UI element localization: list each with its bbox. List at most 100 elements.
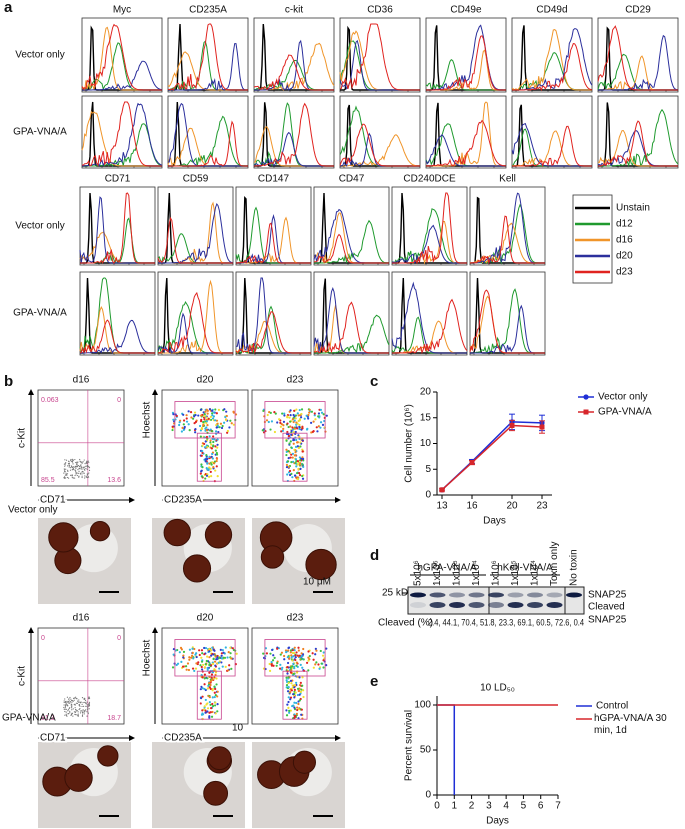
event-dot <box>83 710 85 712</box>
histogram-frame <box>469 271 546 356</box>
event-dot <box>289 696 293 699</box>
event-dot <box>291 665 294 668</box>
event-dot <box>75 697 78 700</box>
event-dot <box>207 468 210 472</box>
event-dot <box>81 470 84 473</box>
event-dot <box>88 466 90 468</box>
event-dot <box>77 469 79 471</box>
histogram-curve <box>469 192 545 264</box>
event-dot <box>208 455 211 458</box>
axis-label: CD71 <box>40 495 66 506</box>
y-tick-label: 0 <box>425 790 431 801</box>
event-dot <box>301 427 304 430</box>
group-label: hKell-VNA/A <box>497 563 553 574</box>
event-dot <box>308 408 311 411</box>
event-dot <box>74 465 77 467</box>
event-dot <box>77 713 79 715</box>
event-dot <box>290 429 293 433</box>
event-dot <box>192 657 195 660</box>
event-dot <box>64 701 66 704</box>
day-label: d23 <box>287 375 304 386</box>
legend-label: d12 <box>616 219 633 230</box>
event-dot <box>214 419 217 422</box>
event-dot <box>283 414 286 417</box>
event-dot <box>206 446 209 449</box>
event-dot <box>67 710 69 712</box>
event-dot <box>212 440 215 444</box>
event-dot <box>283 412 286 415</box>
event-dot <box>203 683 206 686</box>
event-dot <box>224 415 227 419</box>
histogram-curve <box>391 281 467 354</box>
event-dot <box>199 688 202 691</box>
event-dot <box>86 468 88 470</box>
event-dot <box>228 664 231 667</box>
cell <box>292 750 316 774</box>
event-dot <box>216 656 219 659</box>
group-label: hGPA-VNA/A <box>417 563 477 574</box>
event-dot <box>88 696 90 698</box>
event-dot <box>269 428 272 431</box>
event-dot <box>171 425 174 428</box>
event-dot <box>211 662 214 665</box>
event-dot <box>296 412 299 415</box>
event-dot <box>71 469 73 471</box>
event-dot <box>302 689 305 692</box>
event-dot <box>203 446 207 449</box>
quadrant-value: 13.6 <box>107 477 121 484</box>
event-dot <box>84 463 86 465</box>
event-dot <box>208 696 211 699</box>
x-tick-label: 2 <box>469 801 475 812</box>
day-label: d23 <box>287 613 304 624</box>
event-dot <box>67 477 70 479</box>
event-dot <box>282 424 285 427</box>
event-dot <box>294 715 297 718</box>
event-dot <box>301 439 304 442</box>
event-dot <box>292 469 295 472</box>
event-dot <box>190 416 193 419</box>
marker-title: CD47 <box>339 174 365 185</box>
event-dot <box>298 427 301 431</box>
histogram-curve <box>391 224 467 264</box>
event-dot <box>76 462 78 464</box>
event-dot <box>215 457 219 460</box>
event-dot <box>78 465 81 468</box>
event-dot <box>288 473 292 477</box>
event-dot <box>76 474 78 477</box>
event-dot <box>287 457 290 460</box>
event-dot <box>211 437 214 441</box>
histogram-curve <box>313 233 389 264</box>
event-dot <box>220 661 223 664</box>
y-tick-label: 0 <box>425 490 431 501</box>
event-dot <box>300 416 303 419</box>
x-axis-label: Days <box>483 516 506 527</box>
event-dot <box>81 697 84 699</box>
event-dot <box>88 701 91 703</box>
event-dot <box>204 410 207 413</box>
event-dot <box>301 457 305 460</box>
event-dot <box>288 709 291 712</box>
histogram-curve <box>425 59 506 91</box>
event-dot <box>287 685 290 689</box>
event-dot <box>293 701 296 704</box>
event-dot <box>320 411 324 414</box>
event-dot <box>70 704 72 706</box>
event-dot <box>205 659 208 663</box>
event-dot <box>232 410 235 413</box>
event-dot <box>65 468 67 470</box>
event-dot <box>319 649 322 653</box>
event-dot <box>194 420 198 423</box>
event-dot <box>70 465 73 467</box>
event-dot <box>204 711 207 714</box>
event-dot <box>269 411 272 414</box>
event-dot <box>87 475 89 478</box>
event-dot <box>202 423 205 427</box>
event-dot <box>73 699 75 701</box>
event-dot <box>194 413 197 417</box>
event-dot <box>205 429 209 432</box>
event-dot <box>67 469 69 471</box>
cell <box>260 545 285 569</box>
event-dot <box>219 422 223 425</box>
event-dot <box>216 424 219 427</box>
event-dot <box>231 647 234 650</box>
